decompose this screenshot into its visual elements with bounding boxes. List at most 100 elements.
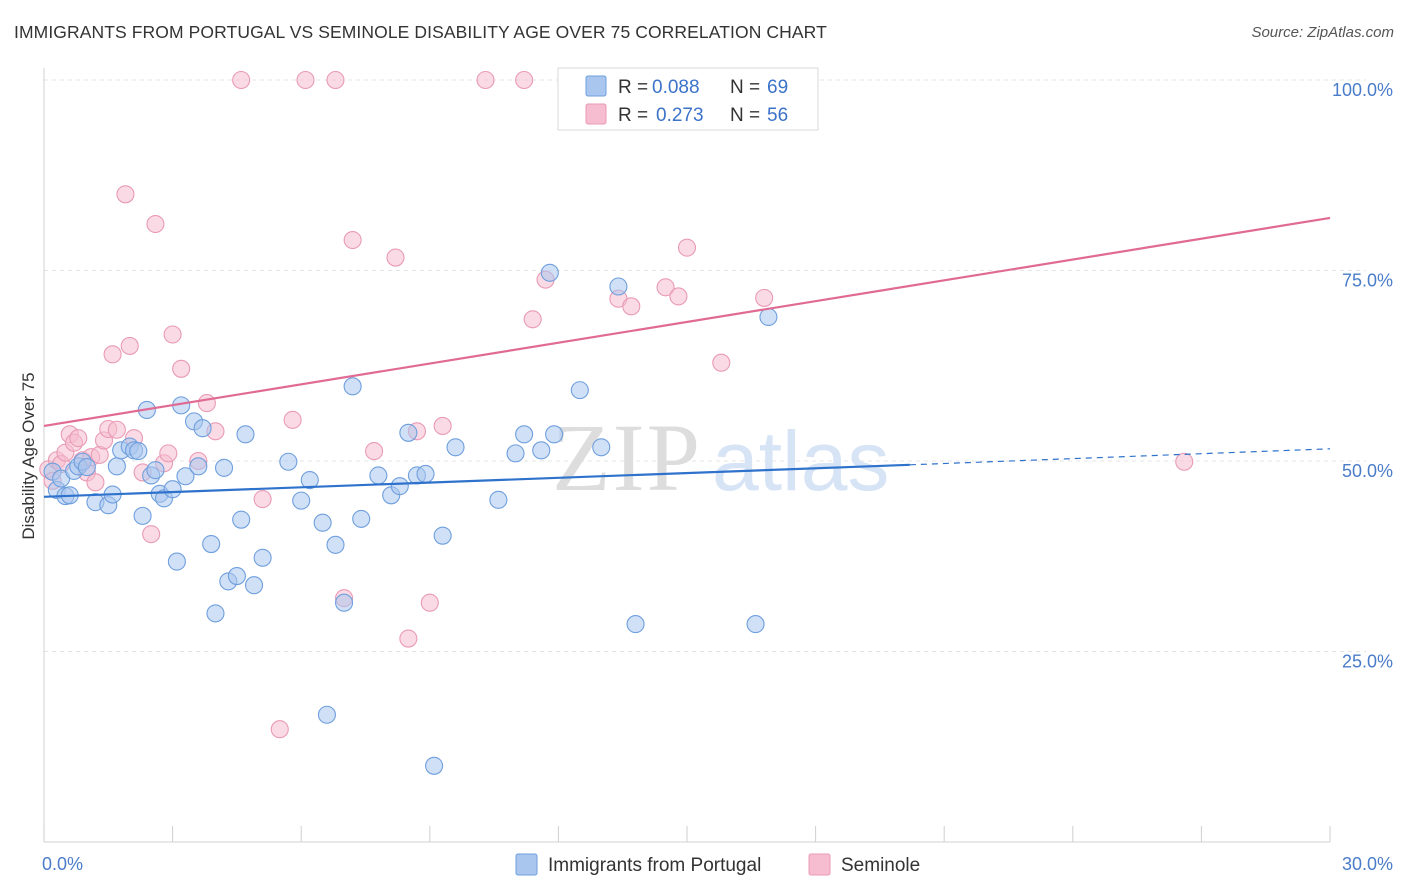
portugal-point-30	[202, 535, 221, 554]
seminole-point-41	[420, 593, 439, 612]
seminole-point-48	[622, 297, 641, 316]
seminole-point-43	[476, 70, 495, 90]
portugal-point-36	[236, 425, 255, 444]
portugal-point-64	[609, 277, 628, 296]
portugal-point-63	[592, 438, 611, 457]
portugal-point-34	[227, 567, 246, 586]
portugal-point-47	[352, 509, 371, 528]
portugal-point-41	[300, 470, 319, 490]
seminole-point-38	[386, 248, 405, 267]
seminole-point-22	[146, 214, 165, 234]
portugal-point-58	[506, 444, 525, 463]
portugal-point-29	[193, 419, 212, 438]
legend-swatch-pink	[585, 103, 607, 125]
watermark-atlas: atlas	[712, 414, 889, 508]
portugal-point-54	[425, 756, 444, 775]
seminole-point-44	[515, 70, 534, 90]
portugal-point-45	[335, 593, 354, 612]
bottom-legend: Immigrants from Portugal Seminole	[515, 853, 920, 876]
seminole-point-52	[712, 353, 731, 372]
bottom-legend-swatch-pink	[808, 853, 831, 876]
seminole-point-27	[197, 394, 216, 413]
portugal-trend-extension	[909, 448, 1331, 466]
legend-n-label-2: N =	[730, 105, 765, 126]
portugal-point-12	[107, 457, 126, 476]
portugal-point-62	[570, 381, 589, 400]
bottom-legend-label-seminole: Seminole	[841, 855, 920, 876]
bottom-legend-swatch-blue	[515, 853, 538, 876]
y-tick-label-1: 50.0%	[1342, 461, 1393, 481]
portugal-point-23	[163, 480, 182, 499]
y-axis-label: Disability Age Over 75	[19, 372, 38, 539]
watermark-zip: ZIP	[552, 404, 702, 511]
portugal-point-65	[626, 615, 645, 634]
seminole-point-55	[159, 444, 178, 463]
portugal-point-42	[313, 513, 332, 532]
portugal-point-51	[399, 423, 418, 442]
portugal-point-32	[214, 458, 234, 477]
chart-title: IMMIGRANTS FROM PORTUGAL VS SEMINOLE DIS…	[14, 22, 827, 42]
portugal-point-31	[206, 604, 225, 623]
seminole-point-39	[399, 629, 418, 648]
seminole-point-31	[270, 720, 289, 739]
x-tick-labels: 0.0% 30.0%	[42, 854, 1393, 874]
gridlines	[44, 79, 1366, 652]
portugal-point-43	[317, 705, 336, 724]
portugal-point-59	[515, 425, 534, 444]
portugal-point-17	[133, 506, 152, 525]
legend-r-label-2: R =	[618, 105, 653, 126]
y-tick-label-3: 100.0%	[1332, 80, 1393, 100]
seminole-point-34	[326, 70, 345, 90]
y-tick-label-2: 75.0%	[1342, 271, 1393, 291]
seminole-point-17	[116, 185, 135, 204]
seminole-point-15	[103, 345, 122, 364]
seminole-trend-line	[43, 216, 1331, 428]
seminole-point-42	[433, 416, 452, 435]
y-tick-label-0: 25.0%	[1342, 652, 1393, 672]
portugal-point-24	[167, 552, 186, 571]
portugal-point-39	[279, 452, 298, 471]
portugal-point-35	[232, 510, 251, 529]
portugal-point-16	[129, 442, 148, 461]
seminole-point-45	[523, 310, 542, 329]
portugal-point-57	[489, 490, 508, 509]
portugal-trend-line	[43, 463, 910, 498]
seminole-point-49	[656, 278, 675, 297]
portugal-point-37	[244, 576, 264, 595]
seminole-point-37	[365, 442, 384, 461]
seminole-point-24	[163, 325, 182, 344]
portugal-point-53	[416, 464, 435, 484]
portugal-point-40	[292, 491, 311, 510]
legend-n-label-1: N =	[730, 77, 765, 98]
seminole-point-33	[296, 70, 315, 90]
x-tick-label-0: 0.0%	[42, 854, 83, 874]
portugal-point-60	[540, 263, 559, 282]
seminole-point-7	[69, 429, 88, 448]
legend-n-value-2: 56	[767, 105, 788, 126]
portugal-point-44	[326, 535, 345, 554]
portugal-point-68	[532, 441, 551, 460]
seminole-point-51	[677, 238, 697, 257]
seminole-point-11	[86, 473, 105, 492]
seminole-point-50	[669, 287, 688, 306]
legend-box: R = 0.088 N = 69 R = 0.273 N = 56	[557, 67, 819, 131]
y-tick-labels: 25.0% 50.0% 75.0% 100.0%	[1332, 80, 1393, 672]
legend-r-value-1: 0.088	[652, 77, 700, 98]
x-tick-label-1: 30.0%	[1342, 854, 1393, 874]
legend-r-value-2: 0.273	[656, 105, 704, 126]
legend-r-label-1: R =	[618, 77, 653, 98]
seminole-point-29	[232, 70, 251, 90]
seminole-point-30	[253, 490, 272, 509]
seminole-point-54	[1175, 452, 1194, 471]
seminole-point-36	[343, 230, 362, 250]
portugal-point-8	[77, 458, 96, 477]
portugal-point-48	[369, 466, 388, 485]
watermark: ZIP atlas	[552, 404, 889, 511]
seminole-point-53	[755, 288, 774, 307]
seminole-point-25	[172, 359, 191, 378]
portugal-point-46	[343, 377, 362, 396]
seminole-point-16	[107, 420, 126, 439]
portugal-point-55	[433, 526, 452, 545]
trend-lines	[43, 216, 1331, 498]
